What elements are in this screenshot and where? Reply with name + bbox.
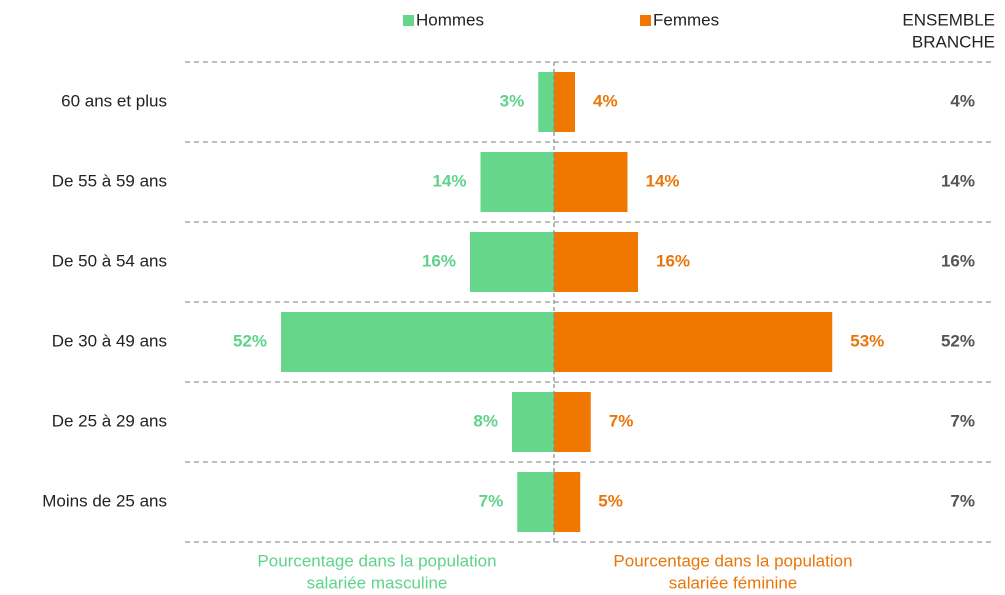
value-label: 14%: [432, 171, 466, 190]
category-label: 60 ans et plus: [61, 91, 167, 110]
axis-label: salariée féminine: [669, 573, 798, 592]
bar: [554, 472, 581, 532]
legend-swatch: [640, 15, 651, 26]
axis-label: Pourcentage dans la population: [257, 551, 496, 570]
bar: [538, 72, 554, 132]
bar: [554, 232, 638, 292]
value-label: 8%: [473, 411, 498, 430]
bar: [554, 312, 833, 372]
total-label: 16%: [941, 251, 975, 270]
bar: [281, 312, 554, 372]
bar: [554, 72, 575, 132]
value-label: 7%: [479, 491, 504, 510]
bar: [480, 152, 554, 212]
value-label: 3%: [500, 91, 525, 110]
total-label: 4%: [950, 91, 975, 110]
bar: [554, 392, 591, 452]
value-label: 16%: [656, 251, 690, 270]
category-label: De 25 à 29 ans: [52, 411, 167, 430]
legend-label: Hommes: [416, 10, 484, 29]
bar: [470, 232, 554, 292]
value-label: 14%: [646, 171, 680, 190]
category-label: De 30 à 49 ans: [52, 331, 167, 350]
category-label: De 55 à 59 ans: [52, 171, 167, 190]
legend-label: Femmes: [653, 10, 719, 29]
axis-label: salariée masculine: [307, 573, 448, 592]
value-label: 5%: [598, 491, 623, 510]
bar: [517, 472, 554, 532]
value-label: 16%: [422, 251, 456, 270]
bar: [554, 152, 628, 212]
total-header: ENSEMBLE: [902, 10, 995, 29]
category-label: Moins de 25 ans: [42, 491, 167, 510]
total-header: BRANCHE: [912, 32, 995, 51]
value-label: 53%: [850, 331, 884, 350]
total-label: 14%: [941, 171, 975, 190]
total-label: 7%: [950, 491, 975, 510]
category-label: De 50 à 54 ans: [52, 251, 167, 270]
value-label: 7%: [609, 411, 634, 430]
bar: [512, 392, 554, 452]
total-label: 7%: [950, 411, 975, 430]
value-label: 52%: [233, 331, 267, 350]
value-label: 4%: [593, 91, 618, 110]
legend-swatch: [403, 15, 414, 26]
total-label: 52%: [941, 331, 975, 350]
axis-label: Pourcentage dans la population: [613, 551, 852, 570]
